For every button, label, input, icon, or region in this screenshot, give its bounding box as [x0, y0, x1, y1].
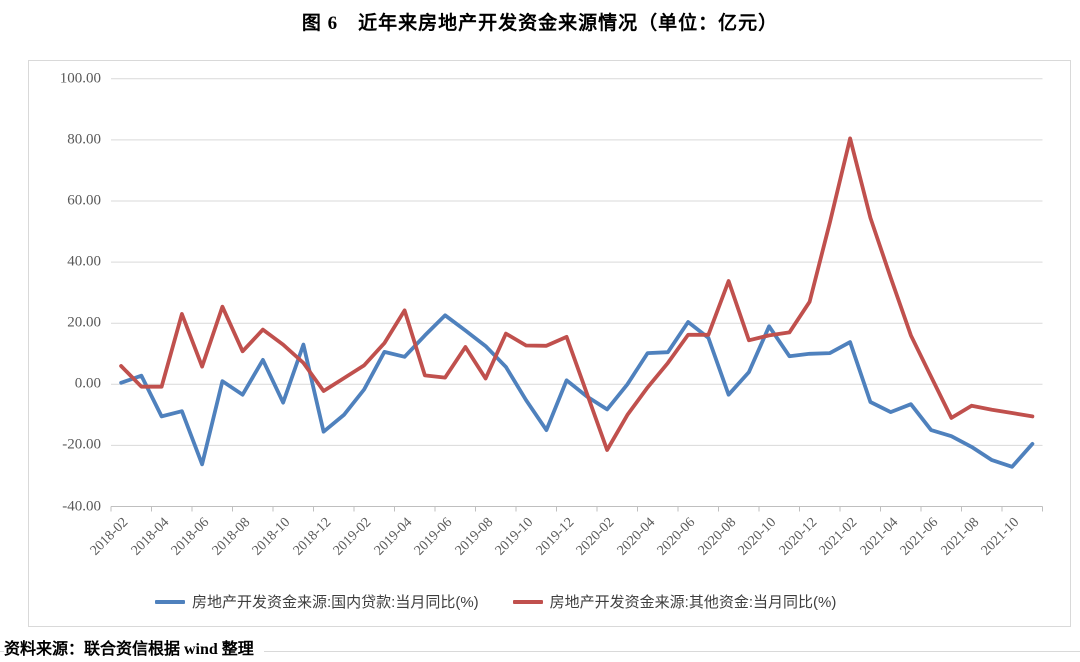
series-line-domestic-loans [119, 313, 1035, 469]
y-axis-tick-label: 40.00 [67, 253, 101, 270]
series-line-other-funds [119, 136, 1035, 452]
y-axis-tick-label: 0.00 [74, 375, 101, 392]
bottom-divider [0, 651, 1080, 652]
legend-line-swatch-blue [155, 599, 185, 604]
y-axis-tick-label: 100.00 [59, 70, 101, 87]
y-axis-tick-label: 60.00 [67, 192, 101, 209]
y-axis-tick-label: 80.00 [67, 131, 101, 148]
legend-item-domestic-loans: 房地产开发资金来源:国内贷款:当月同比(%) [155, 591, 479, 612]
legend-label-domestic-loans: 房地产开发资金来源:国内贷款:当月同比(%) [192, 594, 479, 611]
y-axis-tick-label: -40.00 [62, 498, 101, 514]
y-axis-tick-label: 20.00 [67, 314, 101, 331]
y-axis-tick-label: -20.00 [62, 436, 101, 453]
plot-area [110, 78, 1043, 512]
legend-line-swatch-red [512, 599, 543, 604]
source-note: 资料来源：联合资信根据 wind 整理 [4, 635, 264, 659]
legend: 房地产开发资金来源:国内贷款:当月同比(%) 房地产开发资金来源:其他资金:当月… [155, 591, 836, 612]
legend-label-other-funds: 房地产开发资金来源:其他资金:当月同比(%) [549, 594, 837, 611]
chart-title: 图 6 近年来房地产开发资金来源情况（单位：亿元） [301, 13, 779, 34]
chart-container: 100.00 80.00 60.00 40.00 20.00 0.00 -20.00 -40.… [28, 60, 1071, 627]
legend-item-other-funds: 房地产开发资金来源:其他资金:当月同比(%) [512, 591, 837, 612]
